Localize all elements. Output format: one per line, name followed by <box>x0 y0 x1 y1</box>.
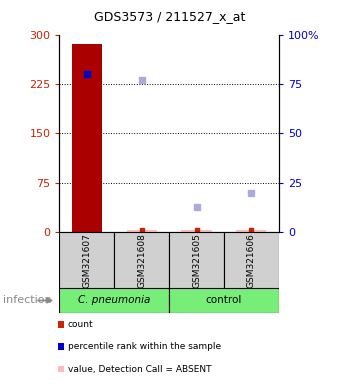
Bar <box>114 232 169 288</box>
Bar <box>59 288 169 313</box>
Bar <box>236 230 267 232</box>
Bar <box>72 45 102 232</box>
Text: infection: infection <box>3 295 52 306</box>
Bar <box>182 230 211 232</box>
Text: GSM321606: GSM321606 <box>247 233 256 288</box>
Text: percentile rank within the sample: percentile rank within the sample <box>68 342 221 351</box>
Text: GSM321608: GSM321608 <box>137 233 146 288</box>
Text: control: control <box>206 295 242 306</box>
Text: C. pneumonia: C. pneumonia <box>78 295 151 306</box>
Text: GDS3573 / 211527_x_at: GDS3573 / 211527_x_at <box>94 10 246 23</box>
Text: GSM321605: GSM321605 <box>192 233 201 288</box>
Bar <box>169 232 224 288</box>
Bar <box>59 232 114 288</box>
Bar <box>169 288 279 313</box>
Bar <box>224 232 279 288</box>
Bar <box>127 230 157 232</box>
Text: count: count <box>68 320 94 329</box>
Text: GSM321607: GSM321607 <box>82 233 91 288</box>
Text: value, Detection Call = ABSENT: value, Detection Call = ABSENT <box>68 364 211 374</box>
